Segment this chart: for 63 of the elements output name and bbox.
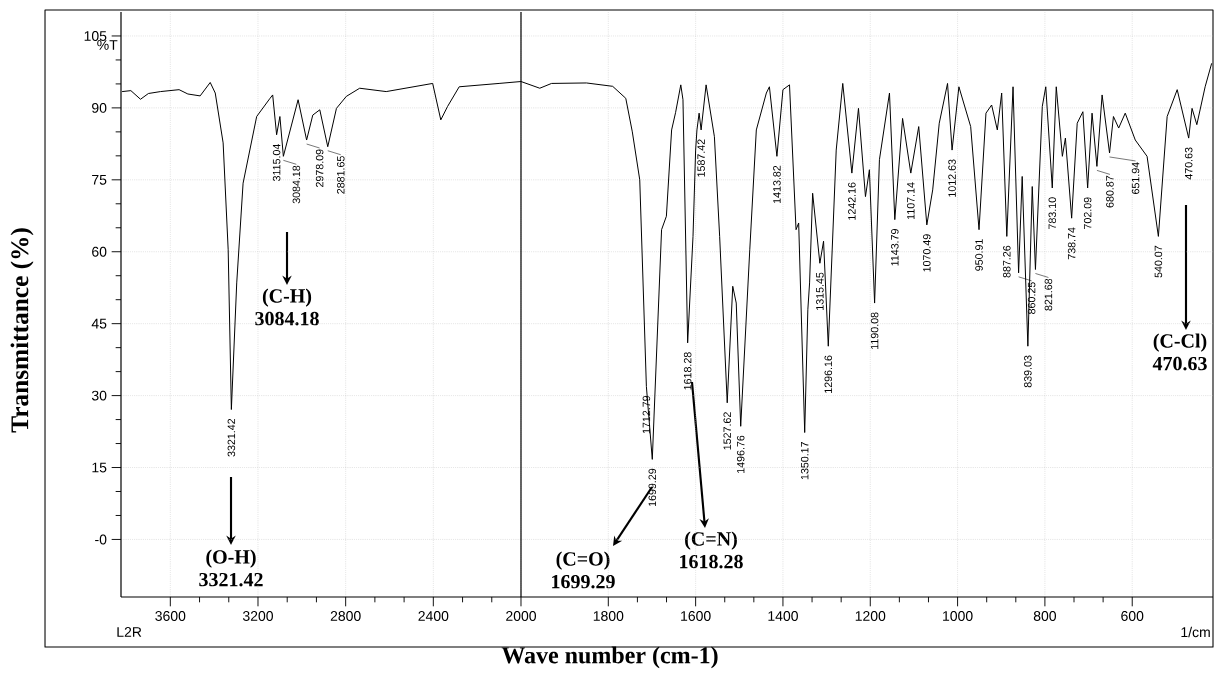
x-tick-label: 3200: [242, 611, 273, 621]
x-tick-label: 2400: [418, 611, 449, 621]
annotation: 2978.09: [315, 149, 324, 187]
annotation: 860.25: [1027, 282, 1036, 314]
x-tick-label: 800: [1033, 611, 1057, 621]
x-tick-label: 1200: [855, 611, 886, 621]
annotation: 1712.79: [642, 395, 651, 434]
x-tick-label: 1000: [943, 611, 973, 621]
annotation: 1012.63: [948, 159, 956, 197]
annotation: 1618.28: [683, 352, 692, 390]
x-tick-label: 1600: [681, 611, 711, 621]
annotation: 3084.18: [292, 165, 301, 204]
annotation: 1350.17: [800, 441, 809, 480]
y-tick-label: 30: [91, 390, 107, 401]
x-axis-title: Wave number (cm-1): [501, 646, 718, 669]
text: 1/cm: [1181, 626, 1210, 638]
annotation: 1315.45: [816, 272, 824, 310]
annotation: 839.03: [1024, 355, 1032, 388]
y-tick-label: 105: [84, 31, 107, 41]
text: %T: [97, 40, 118, 50]
annotation: (C-H) 3084.18: [255, 288, 319, 326]
annotation: (C=O) 1699.29: [552, 551, 615, 589]
annotation: 738.74: [1067, 227, 1076, 260]
annotation: 1527.62: [723, 412, 732, 450]
y-tick-label: 45: [91, 318, 107, 329]
annotation: (C-Cl) 470.63: [1152, 333, 1207, 371]
annotation: 1413.82: [773, 165, 781, 203]
annotation: 1699.29: [648, 468, 657, 507]
annotation: 3115.04: [272, 143, 281, 182]
text: L2R: [117, 627, 142, 637]
annotation: 680.87: [1106, 175, 1114, 208]
annotation: 950.91: [975, 239, 983, 271]
y-tick-label: 75: [92, 174, 107, 185]
x-tick-label: 1800: [593, 611, 624, 621]
annotation: 702.09: [1083, 197, 1092, 229]
annotation: 2881.65: [336, 156, 345, 194]
annotation: 651.94: [1131, 162, 1140, 194]
annotation: 1190.08: [870, 312, 879, 349]
annotation: (C=N) 1618.28: [680, 531, 743, 569]
annotation: 1587.42: [697, 139, 705, 177]
annotation: 1143.79: [891, 229, 899, 266]
annotation: 887.26: [1003, 245, 1011, 278]
x-tick-label: 2000: [506, 611, 537, 621]
annotation: 821.68: [1044, 278, 1053, 311]
annotation: 540.07: [1154, 245, 1163, 278]
y-axis-title: Transmittance (%): [10, 228, 34, 433]
x-tick-label: 1400: [768, 611, 798, 621]
annotation: (O-H) 3321.42: [199, 549, 263, 587]
annotation: 3321.42: [227, 418, 236, 457]
annotation: 783.10: [1048, 197, 1057, 229]
x-tick-label: 3600: [155, 611, 186, 621]
y-tick-label: -0: [95, 534, 107, 545]
annotation: 1242.16: [848, 182, 856, 220]
annotation: 470.63: [1184, 147, 1193, 180]
y-tick-label: 90: [92, 102, 107, 113]
annotation: 1296.16: [824, 355, 833, 393]
annotation: 1496.76: [736, 435, 745, 473]
y-tick-label: 15: [92, 462, 107, 473]
x-tick-label: 600: [1121, 611, 1144, 621]
y-tick-label: 60: [92, 246, 107, 257]
annotation: 1070.49: [923, 234, 931, 272]
x-tick-label: 2800: [330, 611, 361, 621]
annotation: 1107.14: [907, 182, 915, 219]
